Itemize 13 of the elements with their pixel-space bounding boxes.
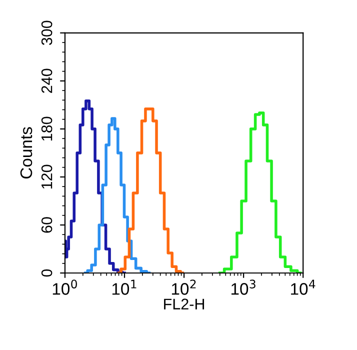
x-axis-title: FL2-H [164, 298, 204, 310]
x-tick-label: 10$^{0}$ [52, 280, 77, 295]
y-axis-title: Counts [20, 127, 32, 179]
x-tick-label: 10$^{2}$ [172, 280, 196, 295]
x-tick-label: 10$^{4}$ [291, 280, 316, 295]
y-tick-label: 300 [41, 20, 52, 46]
y-tick-label: 240 [41, 68, 52, 93]
y-tick-label: 120 [41, 164, 52, 189]
y-tick-label: 0 [41, 269, 52, 277]
y-tick-label: 60 [41, 217, 52, 233]
x-tick-label: 10$^{1}$ [112, 280, 136, 295]
y-tick-label: 180 [41, 116, 52, 141]
x-tick-label: 10$^{3}$ [232, 280, 256, 295]
